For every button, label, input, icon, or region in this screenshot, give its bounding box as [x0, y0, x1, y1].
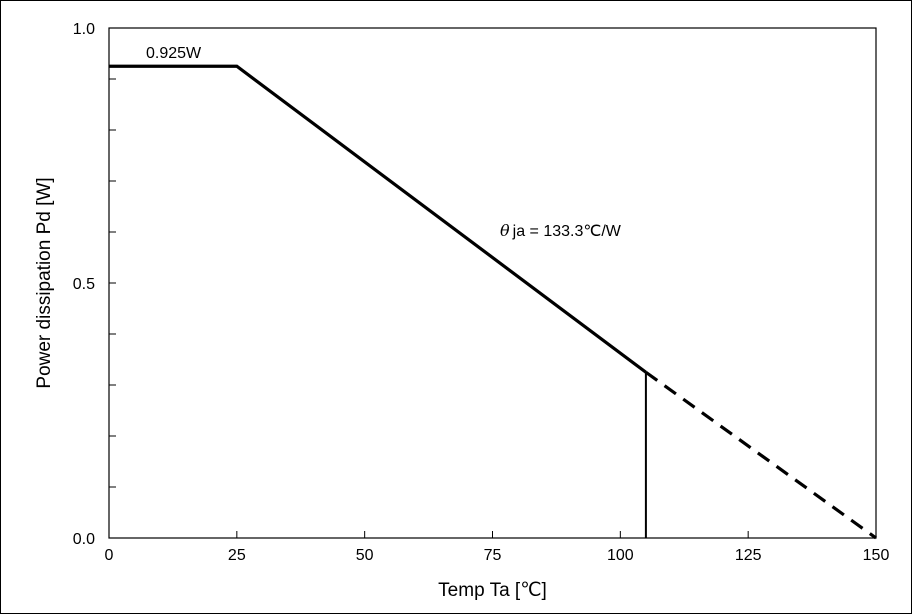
y-tick-label: 0.0	[73, 531, 95, 548]
y-axis-ticks: 0.0 0.5 1.0	[73, 21, 116, 548]
x-axis-title: Temp Ta [℃]	[438, 580, 547, 601]
theta-text: ja = 133.3℃/W	[512, 223, 622, 240]
derating-line	[109, 64, 647, 374]
x-axis-ticks: 0 25 50 75 100 125 150	[105, 531, 890, 564]
x-tick-label: 100	[607, 547, 634, 564]
x-tick-label: 125	[735, 547, 762, 564]
x-tick-label: 25	[228, 547, 246, 564]
power-rating-label: 0.925W	[146, 45, 202, 62]
y-tick-label: 0.5	[73, 276, 95, 293]
x-tick-label: 50	[356, 547, 374, 564]
series-group	[109, 64, 877, 540]
y-tick-label: 1.0	[73, 21, 95, 38]
x-tick-label: 150	[863, 547, 890, 564]
extrapolated-line	[644, 370, 877, 540]
x-tick-label: 75	[484, 547, 502, 564]
x-tick-label: 0	[105, 547, 114, 564]
thermal-resistance-label: θ ja = 133.3℃/W	[500, 221, 622, 240]
y-axis-title: Power dissipation Pd [W]	[34, 177, 55, 388]
plot-area	[108, 27, 877, 539]
theta-symbol: θ	[500, 221, 510, 240]
